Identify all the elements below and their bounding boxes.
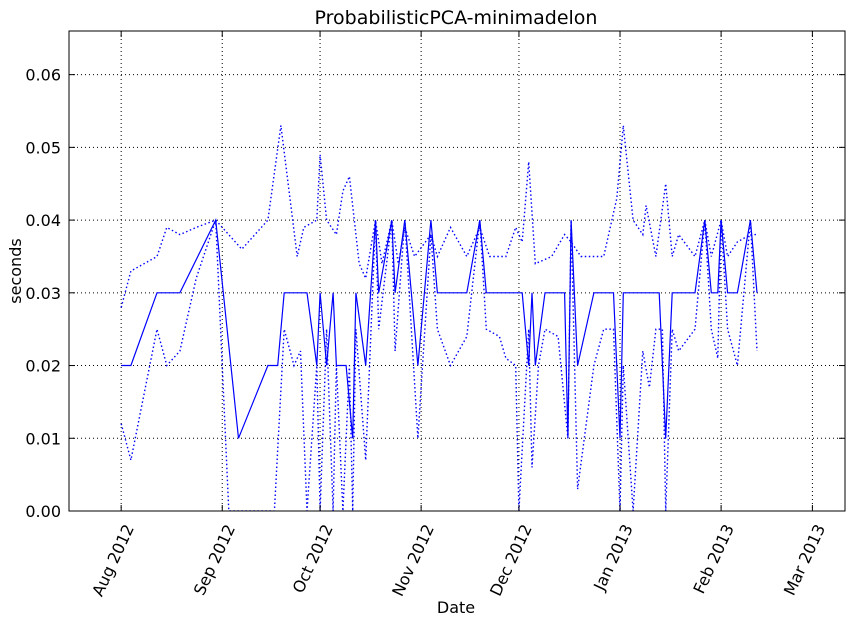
- plot-frame: [68, 30, 846, 512]
- x-tick-label: Feb 2013: [689, 521, 738, 596]
- y-tick-label: 0.00: [25, 502, 61, 521]
- x-tick-label: Dec 2012: [486, 521, 536, 599]
- y-tick-label: 0.02: [25, 357, 61, 376]
- x-tick-label: Sep 2012: [190, 521, 239, 598]
- x-axis-label: Date: [437, 598, 475, 617]
- tick-marks: [69, 31, 845, 512]
- chart-title: ProbabilisticPCA-minimadelon: [315, 7, 598, 29]
- y-tick-label: 0.03: [25, 284, 61, 303]
- x-tick-labels: Aug 2012 Sep 2012 Oct 2012 Nov 2012 Dec 2012…: [88, 521, 829, 599]
- y-tick-label: 0.05: [25, 138, 61, 157]
- x-tick-label: Oct 2012: [289, 521, 337, 596]
- y-axis-label: seconds: [6, 238, 25, 303]
- series-line-mean: [121, 217, 758, 439]
- y-tick-label: 0.06: [25, 66, 61, 85]
- series-group: [120, 125, 758, 511]
- x-tick-label: Mar 2013: [780, 521, 829, 598]
- grid-lines: [69, 31, 845, 511]
- y-tick-label: 0.01: [25, 429, 61, 448]
- x-tick-label: Nov 2012: [388, 521, 438, 599]
- x-tick-label: Jan 2013: [589, 521, 636, 594]
- series-line-bound-2: [120, 219, 758, 511]
- y-tick-labels: 0.00 0.01 0.02 0.03 0.04 0.05 0.06: [25, 66, 61, 521]
- x-tick-label: Aug 2012: [88, 521, 138, 599]
- y-tick-label: 0.04: [25, 211, 61, 230]
- series-line-bound-1: [120, 125, 757, 308]
